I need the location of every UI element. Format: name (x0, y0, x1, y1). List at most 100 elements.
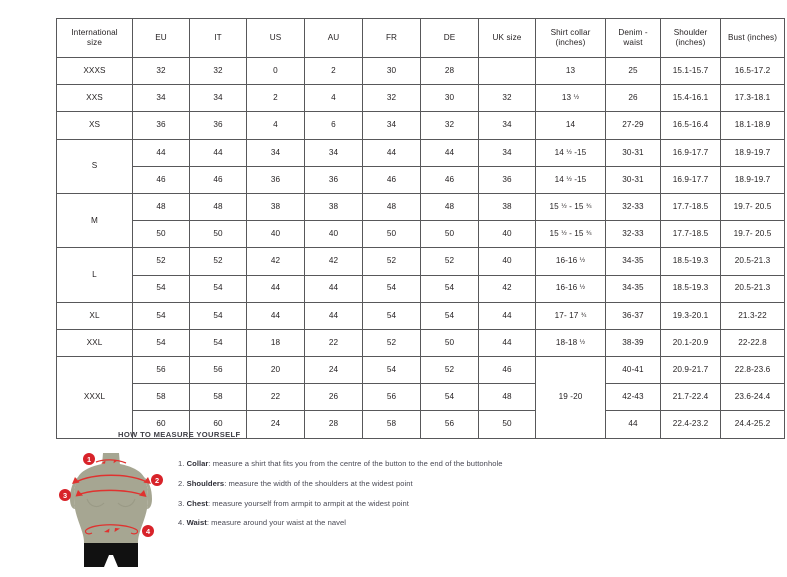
cell-eu: 50 (132, 220, 190, 249)
cell-de: 48 (420, 192, 479, 222)
cell-international-size: S (56, 138, 133, 194)
header-line-1: International (71, 27, 118, 37)
cell-us: 20 (246, 356, 305, 385)
cell-bust: 21.3-22 (720, 301, 785, 330)
cell-us: 44 (246, 301, 305, 330)
cell-bust: 22.8-23.6 (720, 356, 785, 385)
cell-uk: 38 (478, 192, 536, 222)
cell-shoulder: 17.7-18.5 (660, 220, 721, 249)
waist-arrow-head-right (114, 528, 120, 532)
cell-eu: 54 (132, 328, 190, 358)
cell-denim: 42-43 (605, 383, 661, 412)
shoulders-arrow-head-left (72, 477, 80, 484)
cell-fr: 54 (362, 356, 421, 385)
marker-1-circle (83, 453, 95, 465)
cell-us: 0 (246, 56, 305, 86)
cell-au: 22 (304, 328, 363, 358)
header-line-2: waist (623, 38, 643, 47)
cell-us: 2 (246, 84, 305, 113)
cell-collar: 14 (535, 111, 606, 140)
cell-it: 34 (189, 84, 247, 113)
size-chart-table: International size EU IT US AU FR DE UK … (56, 18, 785, 439)
cell-international-size: XS (56, 111, 133, 140)
column-header-au: AU (304, 18, 363, 58)
cell-eu: 60 (132, 410, 190, 439)
cell-au: 36 (304, 165, 363, 194)
cell-fr: 56 (362, 383, 421, 412)
table-row: 50 50 40 40 50 50 40 15 ½ - 15 ¾ 32-33 17.7-18.5 1… (57, 220, 785, 249)
instruction-text: : measure around your waist at the navel (206, 518, 347, 528)
how-to-measure-section: HOW TO MEASURE YOURSELF (59, 430, 778, 577)
body-measurement-diagram: 1 2 3 4 (56, 451, 166, 577)
cell-bust: 19.7- 20.5 (720, 220, 785, 249)
shoulders-measure-arrow (75, 474, 148, 483)
table-row: XL 54 54 44 44 54 54 44 17- 17 ¾ 36-37 19.3-20.1 21… (56, 301, 785, 330)
cell-bust: 18.9-19.7 (720, 165, 785, 194)
cell-international-size: XXL (56, 328, 133, 358)
cell-us: 44 (246, 274, 305, 303)
cell-de: 32 (420, 111, 479, 140)
cell-denim: 34-35 (605, 247, 661, 276)
column-header-fr: FR (362, 18, 421, 58)
marker-1-label: 1 (87, 455, 91, 464)
marker-2-circle (151, 474, 163, 486)
table-row: 46 46 36 36 46 46 36 14 ½ -15 30-31 16.9-17.7 18.9… (57, 165, 785, 194)
cell-us: 24 (246, 410, 305, 439)
cell-collar: 16-16 ½ (535, 274, 606, 303)
cell-international-size: XXXL (56, 356, 133, 439)
cell-it: 58 (189, 383, 247, 412)
header-line-1: Denim - (618, 27, 648, 37)
instruction-item: 4. Waist: measure around your waist at t… (178, 518, 503, 528)
cell-us: 36 (246, 165, 305, 194)
cell-shoulder: 21.7-22.4 (660, 383, 721, 412)
cell-de: 28 (420, 56, 479, 86)
header-line-1: Shoulder (673, 27, 708, 37)
cell-denim: 38-39 (605, 328, 661, 358)
cell-au: 28 (304, 410, 363, 439)
cell-international-size: XXS (56, 84, 133, 113)
cell-au: 6 (304, 111, 363, 140)
cell-shoulder: 15.4-16.1 (660, 84, 721, 113)
cell-fr: 46 (362, 165, 421, 194)
table-row: 58 58 22 26 56 54 48 42-43 21.7-22.4 23.6-24.4 (57, 383, 785, 412)
cell-au: 42 (304, 247, 363, 276)
cell-eu: 36 (132, 111, 190, 140)
cell-fr: 48 (362, 192, 421, 222)
marker-3-label: 3 (63, 491, 67, 500)
cell-shoulder: 18.5-19.3 (660, 274, 721, 303)
waist-arrow-head-left (104, 528, 110, 533)
cell-it: 48 (189, 192, 247, 222)
cell-bust: 24.4-25.2 (720, 410, 785, 439)
cell-bust: 18.1-18.9 (720, 111, 785, 140)
cell-uk: 34 (478, 111, 536, 140)
collar-arrow-head-right (113, 460, 118, 464)
cell-international-size: L (56, 247, 133, 303)
size-chart-table-container: International size EU IT US AU FR DE UK … (56, 18, 785, 439)
column-header-shoulder: Shoulder (inches) (660, 18, 721, 58)
cell-shoulder: 16.9-17.7 (660, 138, 721, 167)
torso-figure-svg: 1 2 3 4 (59, 453, 163, 572)
cell-au: 40 (304, 220, 363, 249)
instruction-index: 4. (178, 518, 187, 528)
cell-it: 54 (189, 301, 247, 330)
left-arm-shape (70, 477, 78, 509)
cell-bust: 20.5-21.3 (720, 247, 785, 276)
instruction-term: Waist (186, 518, 207, 528)
cell-collar: 14 ½ -15 (535, 165, 606, 194)
cell-fr: 30 (362, 56, 421, 86)
cell-it: 46 (189, 165, 247, 194)
column-header-us: US (246, 18, 305, 58)
cell-bust: 19.7- 20.5 (720, 192, 785, 222)
shorts-leg-gap (109, 567, 113, 572)
cell-us: 38 (246, 192, 305, 222)
cell-shoulder: 15.1-15.7 (660, 56, 721, 86)
header-line-2: (inches) (555, 38, 586, 47)
instruction-text: : measure yourself from armpit to armpit… (207, 498, 409, 508)
cell-denim: 27-29 (605, 111, 661, 140)
cell-denim: 30-31 (605, 165, 661, 194)
cell-de: 52 (420, 356, 479, 385)
instruction-text: : measure the width of the shoulders at … (224, 478, 413, 488)
cell-denim: 40-41 (605, 356, 661, 385)
cell-bust: 23.6-24.4 (720, 383, 785, 412)
cell-uk: 50 (478, 410, 536, 439)
